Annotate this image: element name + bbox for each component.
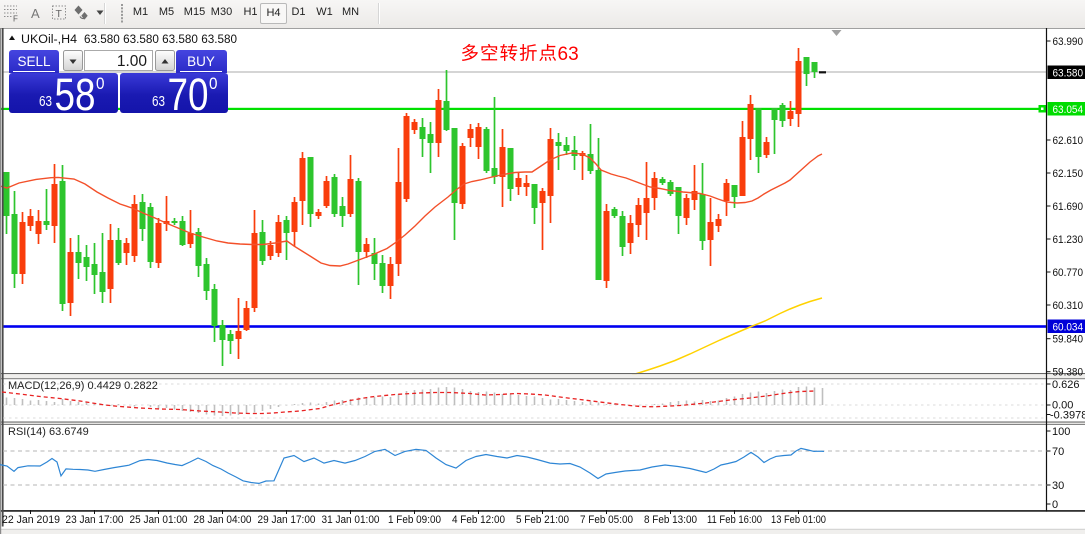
svg-text:60.034: 60.034 — [1053, 322, 1084, 334]
svg-text:28 Jan 04:00: 28 Jan 04:00 — [194, 514, 252, 526]
svg-text:63: 63 — [39, 94, 52, 110]
svg-text:0.626: 0.626 — [1052, 379, 1080, 391]
svg-text:0.00: 0.00 — [1052, 400, 1073, 412]
svg-text:0: 0 — [1052, 499, 1058, 511]
svg-text:4 Feb 12:00: 4 Feb 12:00 — [452, 514, 505, 526]
svg-text:63.580: 63.580 — [1053, 68, 1084, 80]
svg-text:58: 58 — [55, 73, 96, 113]
svg-text:1 Feb 09:00: 1 Feb 09:00 — [388, 514, 441, 526]
svg-text:30: 30 — [1052, 480, 1064, 492]
svg-text:13 Feb 01:00: 13 Feb 01:00 — [771, 514, 826, 526]
svg-text:T: T — [56, 8, 63, 20]
svg-text:25 Jan 01:00: 25 Jan 01:00 — [130, 514, 188, 526]
svg-text:7 Feb 05:00: 7 Feb 05:00 — [580, 514, 633, 526]
svg-text:8 Feb 13:00: 8 Feb 13:00 — [644, 514, 697, 526]
svg-text:63: 63 — [558, 44, 579, 65]
svg-text:23 Jan 17:00: 23 Jan 17:00 — [66, 514, 124, 526]
svg-text:11 Feb 16:00: 11 Feb 16:00 — [707, 514, 762, 526]
svg-text:22 Jan 2019: 22 Jan 2019 — [2, 514, 60, 526]
svg-text:-0.3978: -0.3978 — [1050, 410, 1085, 422]
svg-text:59.840: 59.840 — [1053, 334, 1084, 346]
svg-text:RSI(14) 63.6749: RSI(14) 63.6749 — [8, 426, 89, 438]
svg-text:59.380: 59.380 — [1053, 367, 1084, 379]
svg-text:60.310: 60.310 — [1053, 300, 1084, 312]
svg-text:31 Jan 01:00: 31 Jan 01:00 — [322, 514, 380, 526]
svg-text:A: A — [31, 6, 40, 21]
svg-text:0: 0 — [96, 74, 105, 93]
svg-text:63.580 63.580 63.580 63.580: 63.580 63.580 63.580 63.580 — [84, 34, 237, 46]
svg-text:5 Feb 21:00: 5 Feb 21:00 — [516, 514, 569, 526]
svg-text:100: 100 — [1052, 426, 1070, 438]
svg-text:61.230: 61.230 — [1053, 234, 1084, 246]
svg-text:63.990: 63.990 — [1053, 36, 1084, 48]
svg-text:60.770: 60.770 — [1053, 267, 1084, 279]
svg-text:63: 63 — [152, 94, 165, 110]
svg-text:F: F — [13, 15, 18, 24]
svg-text:UKOil-,H4: UKOil-,H4 — [21, 34, 78, 46]
svg-text:MACD(12,26,9) 0.4429 0.2822: MACD(12,26,9) 0.4429 0.2822 — [8, 380, 158, 392]
svg-text:62.610: 62.610 — [1053, 135, 1084, 147]
svg-text:70: 70 — [1052, 446, 1064, 458]
svg-text:70: 70 — [167, 73, 208, 113]
svg-text:29 Jan 17:00: 29 Jan 17:00 — [258, 514, 316, 526]
svg-text:61.690: 61.690 — [1053, 201, 1084, 213]
svg-text:62.150: 62.150 — [1053, 168, 1084, 180]
svg-text:63.054: 63.054 — [1053, 104, 1084, 116]
svg-text:0: 0 — [209, 74, 218, 93]
